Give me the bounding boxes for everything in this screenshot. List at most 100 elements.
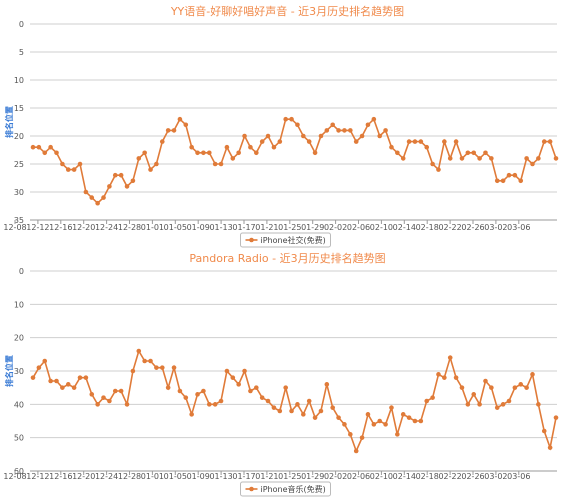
data-point-0-56 [359,133,365,139]
data-point-1-3 [48,378,53,384]
x-tick-label-0-1: 12-12 [26,223,49,232]
x-tick-label-1-18: 02-18 [416,472,439,481]
data-point-0-35 [236,150,241,156]
data-point-0-39 [259,139,265,144]
data-point-1-31 [212,402,218,407]
x-tick-label-1-9: 01-13 [209,472,232,481]
data-point-0-77 [483,150,488,156]
data-point-1-69 [436,372,441,377]
data-point-0-54 [348,128,353,133]
y-tick-label-0-20: 20 [14,132,24,141]
data-point-1-2 [42,358,48,364]
data-point-0-3 [48,144,53,150]
data-point-0-23 [165,128,171,133]
x-tick-label-1-4: 12-24 [95,472,118,481]
x-tick-label-0-21: 03-02 [484,223,507,232]
data-point-1-13 [107,398,112,404]
data-point-0-65 [412,139,418,144]
data-point-1-66 [418,418,424,424]
data-point-0-52 [336,128,341,133]
legend-marker-1 [249,486,254,492]
data-point-1-87 [541,428,547,434]
data-point-1-68 [430,395,435,400]
data-point-0-84 [524,156,529,161]
data-point-1-74 [465,402,471,407]
data-point-1-5 [60,385,65,390]
data-point-1-71 [447,355,453,360]
data-point-0-26 [183,122,189,128]
data-point-1-56 [359,435,365,440]
data-point-1-79 [494,405,500,410]
data-point-1-37 [248,388,253,394]
x-tick-label-1-7: 01-05 [164,472,187,481]
y-axis-label-0: 排名位置 [4,106,14,138]
data-point-1-50 [324,382,330,387]
x-tick-label-1-21: 03-02 [484,472,507,481]
x-tick-label-1-6: 01-01 [141,472,164,481]
data-point-0-44 [289,116,294,122]
data-point-1-44 [289,408,294,414]
x-tick-label-1-11: 01-21 [255,472,278,481]
data-point-1-51 [330,405,335,410]
data-point-1-82 [512,385,518,390]
data-point-0-46 [301,133,306,139]
series-line-0 [33,117,557,205]
y-tick-label-1-20: 20 [14,334,24,343]
data-point-0-81 [506,172,512,178]
data-point-1-15 [118,388,124,394]
x-tick-label-0-12: 01-25 [278,223,301,232]
data-point-0-58 [371,116,377,122]
data-point-1-29 [201,388,206,394]
x-tick-label-1-12: 01-25 [278,472,301,481]
data-point-1-20 [148,358,153,364]
data-point-1-80 [500,402,506,407]
data-point-0-15 [118,172,124,178]
data-point-1-27 [189,412,194,417]
data-point-1-36 [242,368,247,374]
data-point-0-88 [547,139,553,144]
data-point-1-19 [142,358,147,364]
data-point-0-50 [324,128,330,133]
data-point-0-47 [306,139,312,144]
legend-box-0 [240,232,331,248]
data-point-1-62 [395,432,400,437]
data-point-1-77 [483,378,488,384]
data-point-1-22 [159,365,165,370]
data-point-0-66 [418,139,424,144]
x-tick-label-1-17: 02-14 [393,472,416,481]
y-tick-label-0-5: 5 [19,48,24,57]
data-point-1-86 [536,402,541,407]
y-tick-label-0-35: 35 [14,216,24,225]
data-point-1-83 [518,382,524,387]
data-point-0-74 [465,150,471,156]
data-point-1-58 [371,422,377,427]
data-point-0-83 [518,178,524,184]
y-tick-label-0-0: 0 [19,20,24,29]
data-point-0-53 [342,128,347,133]
data-point-1-7 [71,385,77,390]
data-point-0-45 [295,122,300,128]
data-point-1-35 [236,382,241,387]
data-point-0-69 [436,167,441,172]
legend-label-1: iPhone音乐(免费) [261,484,326,494]
data-point-1-59 [377,418,383,424]
data-point-0-22 [159,139,165,144]
data-point-0-57 [365,122,371,128]
data-point-1-32 [218,398,224,404]
data-point-0-85 [530,161,535,167]
data-point-1-73 [459,385,465,390]
legend-box-1 [240,481,331,497]
chart-title-0: YY语音-好聊好唱好声音 - 近3月历史排名趋势图 [170,4,404,18]
data-point-0-8 [77,161,83,167]
data-point-1-16 [124,402,130,407]
data-point-0-42 [277,139,283,144]
y-tick-label-1-30: 30 [14,367,24,376]
data-point-0-31 [212,161,218,167]
data-point-0-17 [130,178,136,184]
data-point-0-27 [189,144,194,150]
data-point-1-23 [165,385,171,390]
x-tick-label-1-22: 03-06 [507,472,530,481]
data-point-0-4 [54,150,59,156]
y-tick-label-1-0: 0 [19,267,24,276]
data-point-1-89 [553,415,559,420]
